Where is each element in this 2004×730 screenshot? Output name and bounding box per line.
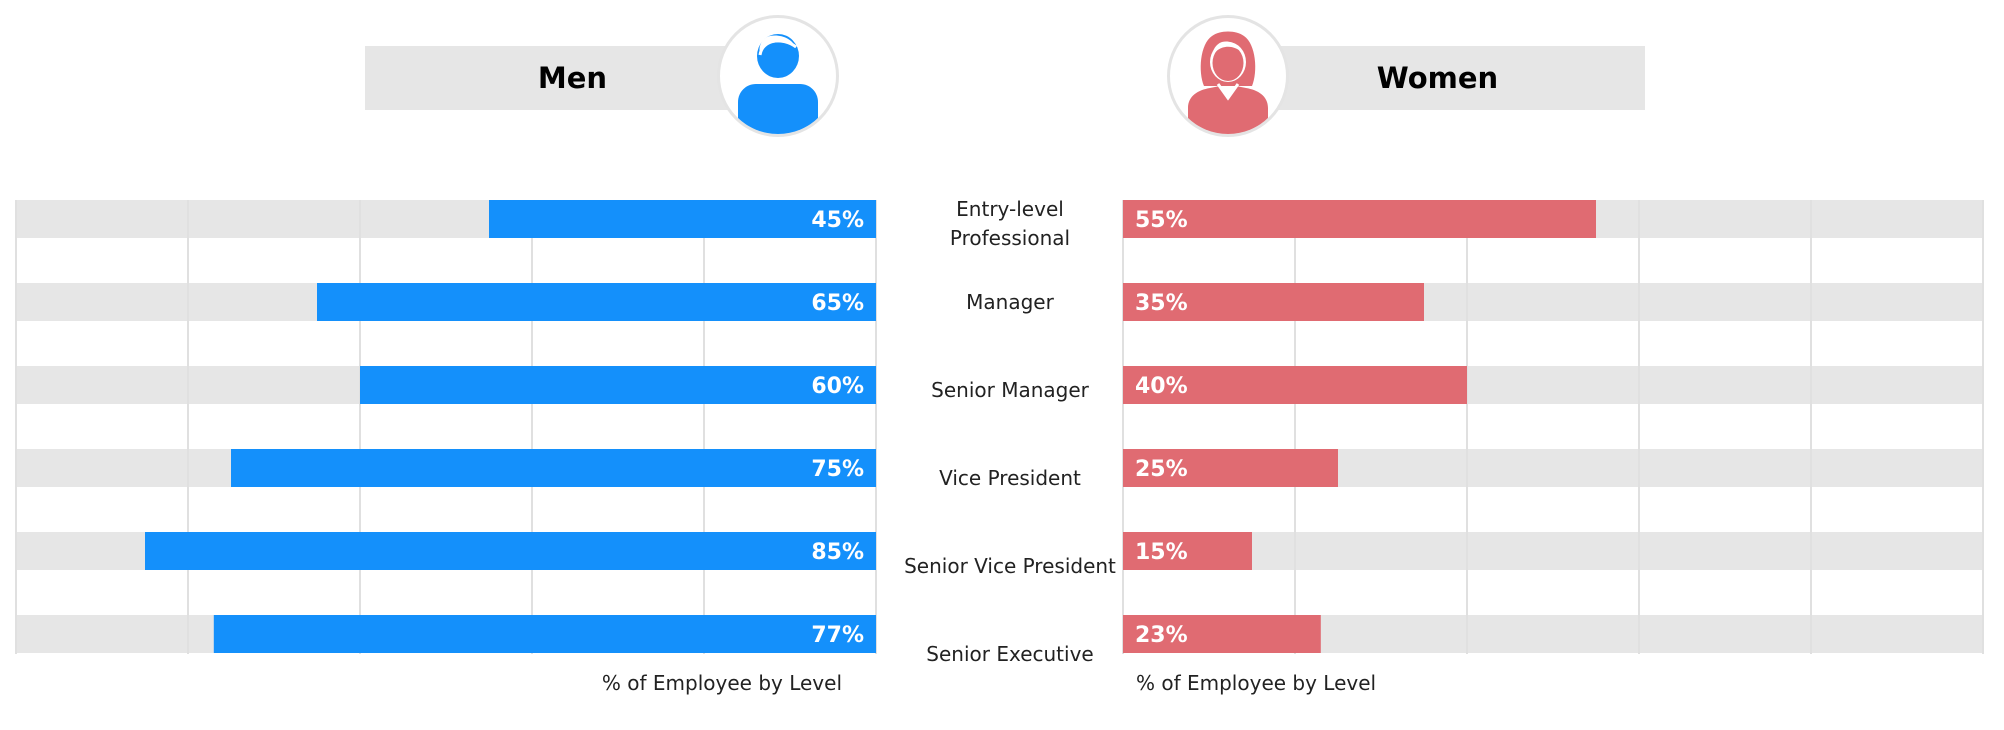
women-data-label: 40%: [1135, 374, 1188, 399]
women-data-label: 55%: [1135, 208, 1188, 233]
men-data-label: 75%: [811, 457, 864, 482]
category-label: Senior Executive: [926, 642, 1093, 666]
men-data-label: 60%: [811, 374, 864, 399]
category-label: Senior Manager: [931, 378, 1089, 402]
woman-icon: [1188, 31, 1268, 134]
man-icon: [738, 34, 818, 134]
women-bar: [1123, 200, 1596, 238]
women-bar: [1123, 532, 1252, 570]
women-data-label: 35%: [1135, 291, 1188, 316]
women-bar: [1123, 615, 1321, 653]
category-label: Entry-level Professional: [950, 197, 1070, 250]
men-data-label: 77%: [811, 623, 864, 648]
men-bar: [360, 366, 876, 404]
women-bar: [1123, 449, 1338, 487]
women-data-label: 23%: [1135, 623, 1188, 648]
men-bar: [317, 283, 876, 321]
women-avatar: [1167, 15, 1289, 137]
women-data-label: 15%: [1135, 540, 1188, 565]
category-label: Manager: [966, 290, 1054, 314]
women-bar: [1123, 283, 1424, 321]
women-data-label: 25%: [1135, 457, 1188, 482]
men-axis-title: % of Employee by Level: [602, 671, 842, 695]
men-avatar: [717, 15, 839, 137]
women-track: [1123, 532, 1983, 570]
men-bar: [145, 532, 876, 570]
men-bar: [489, 200, 876, 238]
men-data-label: 45%: [811, 208, 864, 233]
women-header-band: [1260, 46, 1645, 110]
men-header-title: Men: [537, 61, 608, 95]
men-data-label: 65%: [811, 291, 864, 316]
men-bar: [231, 449, 876, 487]
women-bar: [1123, 366, 1467, 404]
men-header-band: [365, 46, 750, 110]
women-axis-title: % of Employee by Level: [1136, 671, 1376, 695]
men-bar: [213, 615, 877, 653]
women-header-title: Women: [1376, 61, 1499, 95]
men-data-label: 85%: [811, 540, 864, 565]
category-label: Senior Vice President: [904, 554, 1116, 578]
category-label: Vice President: [939, 466, 1081, 490]
